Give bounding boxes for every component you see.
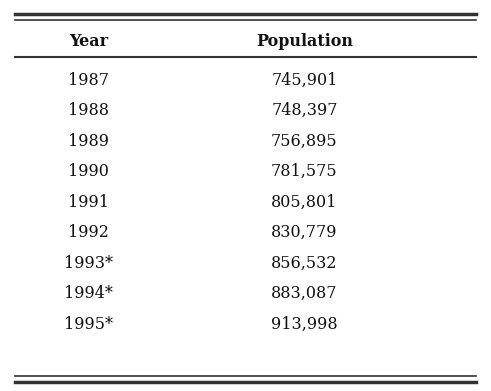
Text: 1987: 1987 [68, 72, 109, 89]
Text: 805,801: 805,801 [271, 194, 338, 211]
Text: 913,998: 913,998 [271, 316, 338, 333]
Text: 1994*: 1994* [64, 285, 113, 302]
Text: 830,779: 830,779 [271, 224, 338, 241]
Text: 856,532: 856,532 [271, 255, 338, 272]
Text: 756,895: 756,895 [271, 133, 338, 150]
Text: 745,901: 745,901 [271, 72, 338, 89]
Text: Population: Population [256, 32, 353, 50]
Text: 1989: 1989 [68, 133, 109, 150]
Text: 781,575: 781,575 [271, 163, 338, 180]
Text: 1990: 1990 [68, 163, 109, 180]
Text: 883,087: 883,087 [271, 285, 338, 302]
Text: Year: Year [69, 32, 108, 50]
Text: 1988: 1988 [68, 102, 109, 119]
Text: 1992: 1992 [68, 224, 109, 241]
Text: 1995*: 1995* [64, 316, 113, 333]
Text: 748,397: 748,397 [271, 102, 338, 119]
Text: 1993*: 1993* [64, 255, 113, 272]
Text: 1991: 1991 [68, 194, 109, 211]
